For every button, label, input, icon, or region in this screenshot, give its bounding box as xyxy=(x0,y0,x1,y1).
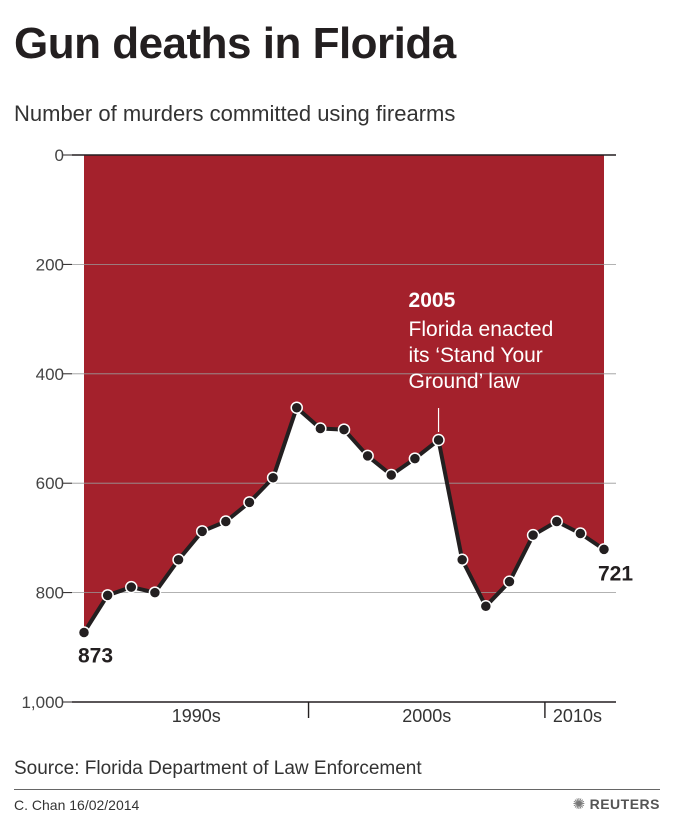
data-point-1990 xyxy=(77,626,91,639)
x-tick-label: 1990s xyxy=(172,706,221,726)
data-point-2011 xyxy=(574,527,587,540)
y-tick-label: 0 xyxy=(55,146,64,165)
data-point-1991 xyxy=(101,589,114,602)
source-note: Source: Florida Department of Law Enforc… xyxy=(14,758,422,779)
data-point-2007 xyxy=(479,600,493,613)
y-tick-label: 400 xyxy=(36,365,64,384)
data-point-2006 xyxy=(455,553,469,567)
data-point-2010 xyxy=(550,515,563,528)
data-point-2002 xyxy=(361,449,374,463)
chart-plot: 0 200 400 600 800 1,000 1990s 2000s 2010s 2005 Flo… xyxy=(21,146,633,726)
y-tick-label: 800 xyxy=(36,584,64,603)
data-point-1999 xyxy=(290,401,303,414)
annotation-text: its ‘Stand Your xyxy=(409,344,543,367)
y-tick-label: 1,000 xyxy=(21,693,64,712)
data-point-1998 xyxy=(266,471,280,484)
annotation-text: Florida enacted xyxy=(409,318,554,341)
data-point-1994 xyxy=(172,553,185,567)
reuters-logo: ✺ REUTERS xyxy=(573,795,660,813)
annotation-text: Ground’ law xyxy=(409,370,521,393)
data-point-2000 xyxy=(314,422,327,435)
reuters-logo-text: REUTERS xyxy=(589,796,660,812)
y-tick-label: 600 xyxy=(36,474,64,493)
data-point-1993 xyxy=(148,586,162,599)
end-label-first: 873 xyxy=(78,645,113,668)
data-point-1996 xyxy=(219,515,233,528)
data-point-2012 xyxy=(597,543,611,556)
data-point-2004 xyxy=(408,452,422,465)
credit-line: C. Chan 16/02/2014 xyxy=(14,797,140,813)
series-area xyxy=(84,155,604,633)
data-point-2009 xyxy=(526,528,540,542)
data-point-2001 xyxy=(337,423,351,436)
data-point-2005 xyxy=(432,433,445,447)
annotation-year: 2005 xyxy=(409,289,456,312)
data-point-1995 xyxy=(195,525,209,538)
x-tick-label: 2000s xyxy=(402,706,451,726)
reuters-dot-icon: ✺ xyxy=(572,796,586,813)
chart-subtitle: Number of murders committed using firear… xyxy=(14,101,456,126)
data-point-1997 xyxy=(243,496,256,509)
data-point-1992 xyxy=(125,580,138,594)
y-tick-label: 200 xyxy=(36,255,64,274)
x-tick-label: 2010s xyxy=(553,706,602,726)
chart-title: Gun deaths in Florida xyxy=(14,19,456,68)
footer-divider xyxy=(14,789,660,790)
end-label-last: 721 xyxy=(598,562,633,585)
data-point-2003 xyxy=(385,468,398,482)
data-point-2008 xyxy=(503,575,516,588)
